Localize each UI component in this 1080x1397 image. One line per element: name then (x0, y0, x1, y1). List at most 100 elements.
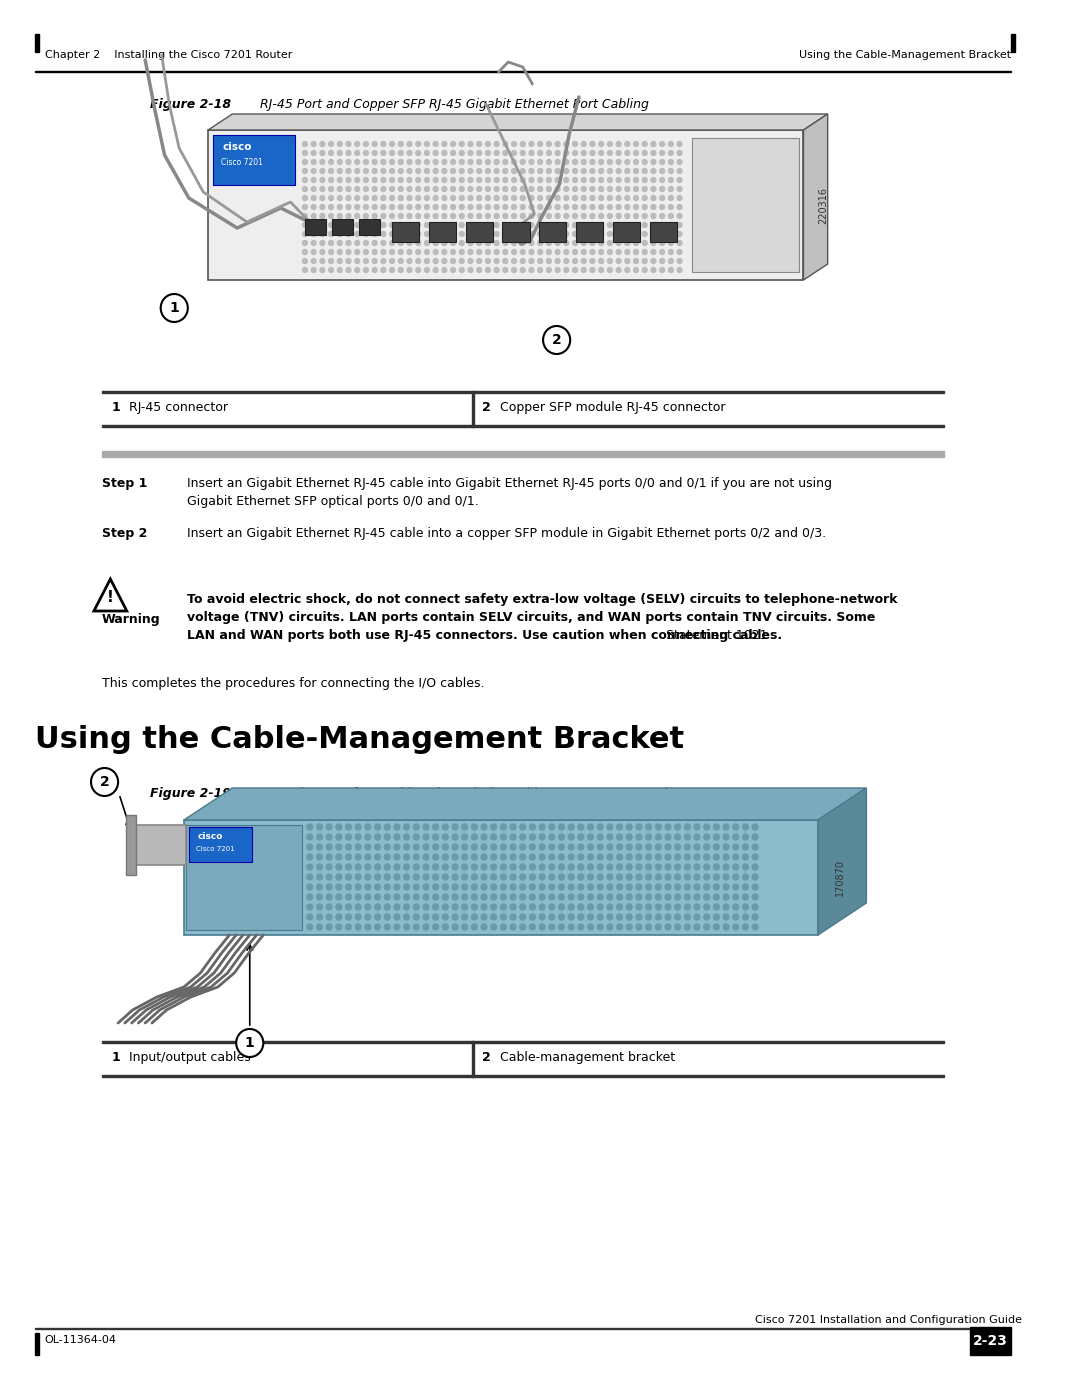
Circle shape (503, 169, 508, 173)
Circle shape (442, 214, 447, 218)
Circle shape (326, 904, 332, 909)
Circle shape (669, 196, 673, 201)
Circle shape (490, 834, 497, 840)
Circle shape (365, 914, 370, 921)
Circle shape (384, 854, 390, 861)
Circle shape (481, 844, 487, 849)
Circle shape (453, 923, 458, 930)
Circle shape (578, 863, 583, 870)
Circle shape (724, 834, 729, 840)
Circle shape (328, 258, 334, 264)
Circle shape (500, 854, 507, 861)
Circle shape (546, 204, 551, 210)
Circle shape (572, 177, 578, 183)
Circle shape (685, 904, 690, 909)
Circle shape (651, 196, 656, 201)
Circle shape (462, 875, 468, 880)
Circle shape (381, 169, 386, 173)
Polygon shape (818, 788, 866, 935)
Circle shape (390, 196, 394, 201)
Circle shape (660, 250, 664, 254)
Circle shape (373, 258, 377, 264)
Circle shape (495, 214, 499, 218)
Circle shape (564, 258, 569, 264)
Circle shape (450, 222, 456, 228)
Circle shape (337, 141, 342, 147)
Circle shape (597, 854, 603, 861)
Circle shape (328, 169, 334, 173)
Circle shape (677, 240, 681, 246)
Circle shape (495, 159, 499, 165)
Circle shape (646, 904, 651, 909)
Circle shape (407, 250, 411, 254)
Circle shape (643, 196, 647, 201)
Circle shape (443, 875, 448, 880)
Circle shape (581, 159, 586, 165)
Circle shape (512, 151, 516, 155)
Circle shape (558, 884, 565, 890)
Circle shape (598, 258, 604, 264)
Circle shape (651, 151, 656, 155)
Circle shape (636, 834, 642, 840)
Circle shape (634, 141, 638, 147)
Circle shape (660, 196, 664, 201)
Circle shape (724, 844, 729, 849)
Bar (102, 451, 944, 457)
Circle shape (433, 914, 438, 921)
Circle shape (320, 151, 325, 155)
Circle shape (407, 196, 411, 201)
Circle shape (468, 141, 473, 147)
Circle shape (381, 159, 386, 165)
Circle shape (364, 159, 368, 165)
Bar (213, 136, 295, 184)
Circle shape (669, 232, 673, 236)
Circle shape (521, 196, 525, 201)
Circle shape (752, 863, 758, 870)
Circle shape (636, 875, 642, 880)
Circle shape (424, 258, 430, 264)
Circle shape (320, 240, 325, 246)
Circle shape (302, 240, 308, 246)
Circle shape (675, 923, 680, 930)
Text: Chapter 2    Installing the Cisco 7201 Router: Chapter 2 Installing the Cisco 7201 Rout… (44, 50, 292, 60)
Circle shape (714, 904, 719, 909)
Circle shape (328, 187, 334, 191)
Circle shape (555, 240, 561, 246)
Circle shape (643, 250, 647, 254)
Circle shape (634, 196, 638, 201)
Circle shape (588, 884, 593, 890)
Circle shape (404, 824, 409, 830)
Circle shape (328, 204, 334, 210)
Circle shape (588, 875, 593, 880)
Circle shape (364, 222, 368, 228)
Circle shape (453, 854, 458, 861)
Circle shape (607, 834, 612, 840)
Circle shape (512, 267, 516, 272)
Circle shape (675, 884, 680, 890)
Circle shape (320, 250, 325, 254)
Circle shape (307, 914, 313, 921)
Circle shape (564, 151, 569, 155)
Circle shape (590, 159, 595, 165)
Circle shape (481, 894, 487, 900)
Circle shape (510, 875, 516, 880)
Circle shape (626, 904, 632, 909)
Circle shape (355, 854, 361, 861)
Circle shape (302, 196, 308, 201)
Circle shape (399, 232, 403, 236)
Circle shape (500, 894, 507, 900)
Circle shape (529, 177, 534, 183)
Circle shape (355, 914, 361, 921)
Circle shape (394, 854, 400, 861)
Circle shape (394, 923, 400, 930)
Circle shape (665, 854, 671, 861)
Circle shape (503, 151, 508, 155)
Circle shape (742, 914, 748, 921)
Circle shape (549, 904, 555, 909)
Circle shape (503, 258, 508, 264)
Circle shape (607, 204, 612, 210)
Circle shape (416, 240, 420, 246)
Circle shape (316, 844, 322, 849)
Bar (35, 34, 39, 52)
Circle shape (503, 196, 508, 201)
